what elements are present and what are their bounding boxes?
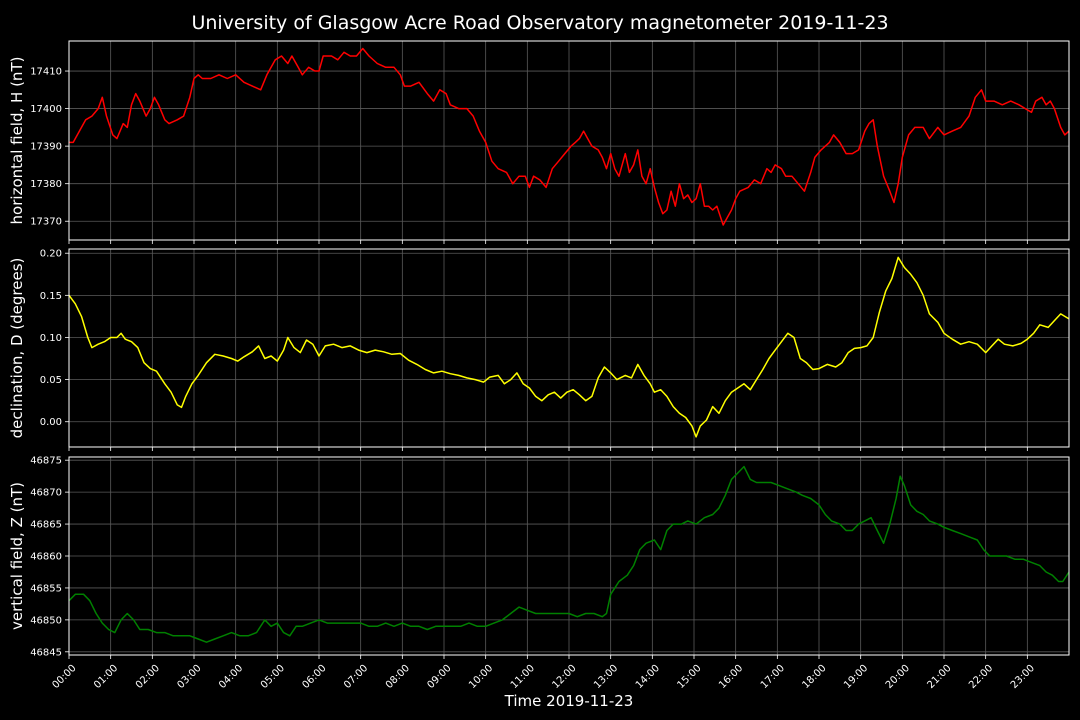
y-tick-label: 0.05 [40,375,62,386]
x-tick-label: 18:00 [800,663,828,691]
y-tick-label: 0.15 [40,291,62,302]
x-tick-label: 22:00 [967,663,995,691]
y-tick-label: 17370 [30,217,62,228]
panel-2: 0.00 0.05 0.10 0.15 0.20 declination, D (degr… [8,248,1070,451]
panel-frame [68,40,1070,241]
y-tick-label: 0.00 [40,417,62,428]
y-axis-label-1: horizontal field, H (nT) [8,57,26,225]
x-tick-label: 15:00 [675,663,703,691]
x-tick-label: 10:00 [467,663,495,691]
series-line-2 [68,256,1070,438]
x-tick-label: 06:00 [300,663,328,691]
x-tick-label: 11:00 [509,663,537,691]
chart-title: University of Glasgow Acre Road Observat… [191,12,888,34]
panel-frame [68,456,1070,656]
panels-layer: 17370 17380 17390 17400 17410 horizontal fiel… [8,40,1070,691]
x-tick-label: 16:00 [717,663,745,691]
y-tick-label: 46860 [30,552,62,563]
y-tick-label: 46855 [30,583,62,594]
y-tick-label: 17400 [30,104,62,115]
x-tick-label: 02:00 [134,663,162,691]
x-tick-label: 05:00 [259,663,287,691]
series-line-3 [68,465,1070,643]
x-tick-label: 13:00 [592,663,620,691]
y-axis-label-3: vertical field, Z (nT) [8,482,26,630]
series-line-1 [69,47,1070,226]
y-tick-label: 46845 [30,647,62,658]
x-tick-label: 12:00 [550,663,578,691]
y-tick-label: 17410 [30,67,62,78]
x-tick-label: 21:00 [925,663,953,691]
x-tick-label: 04:00 [217,663,245,691]
x-tick-label: 20:00 [884,663,912,691]
x-axis-label: Time 2019-11-23 [504,692,634,710]
panel-3: 46845 46850 46855 46860 46865 46870 46875 verti… [8,456,1070,659]
y-tick-label: 0.20 [40,249,62,260]
y-tick-label: 17380 [30,179,62,190]
y-tick-label: 46875 [30,456,62,467]
x-tick-label: 07:00 [342,663,370,691]
x-tick-label: 00:00 [50,663,78,691]
y-tick-label: 46850 [30,615,62,626]
x-tick-label: 14:00 [634,663,662,691]
y-tick-label: 46865 [30,520,62,531]
y-tick-label: 46870 [30,488,62,499]
x-tick-label: 03:00 [175,663,203,691]
x-tick-label: 01:00 [92,663,120,691]
x-tick-label: 08:00 [384,663,412,691]
x-tick-label: 17:00 [759,663,787,691]
x-tick-label: 19:00 [842,663,870,691]
panel-frame [68,248,1070,448]
x-tick-label: 23:00 [1009,663,1037,691]
x-tick-label: 09:00 [425,663,453,691]
y-tick-label: 0.10 [40,333,62,344]
y-tick-label: 17390 [30,142,62,153]
panel-1: 17370 17380 17390 17400 17410 horizontal fiel… [8,40,1070,244]
y-axis-label-2: declination, D (degrees) [8,258,26,439]
